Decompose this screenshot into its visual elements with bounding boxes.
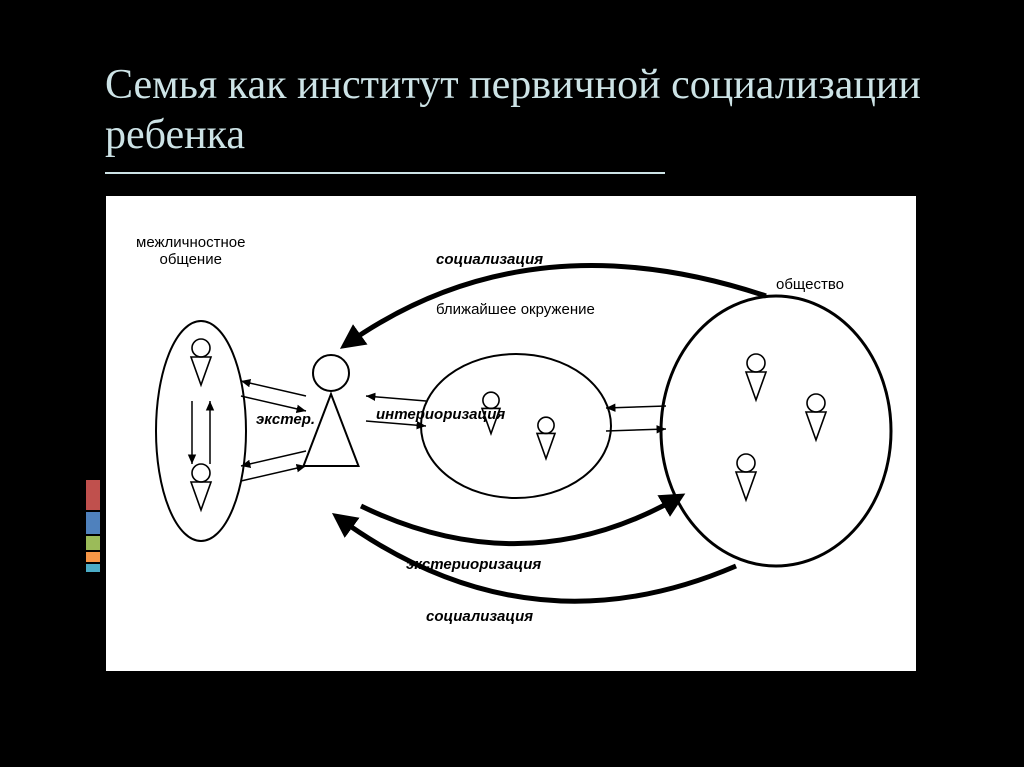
accent-bars [86,480,100,580]
label-interiorization: интериоризация [376,406,505,423]
ellipses-group [156,296,891,566]
label-society: общество [776,276,844,293]
slide: Семья как институт первичной социализаци… [0,0,1024,767]
diagram-frame: межличностноеобщение ближайшее окружение… [105,195,917,672]
label-exter-short: экстер. [256,411,315,428]
slide-title: Семья как институт первичной социализаци… [105,60,1024,161]
label-interpersonal: межличностноеобщение [136,234,245,268]
label-near-env: ближайшее окружение [436,301,595,318]
small-arrows-group [192,401,210,464]
label-exteriorization: экстериоризация [406,556,541,573]
label-socialization-top: социализация [436,251,543,268]
title-underline [105,172,665,174]
label-socialization-bottom: социализация [426,608,533,625]
